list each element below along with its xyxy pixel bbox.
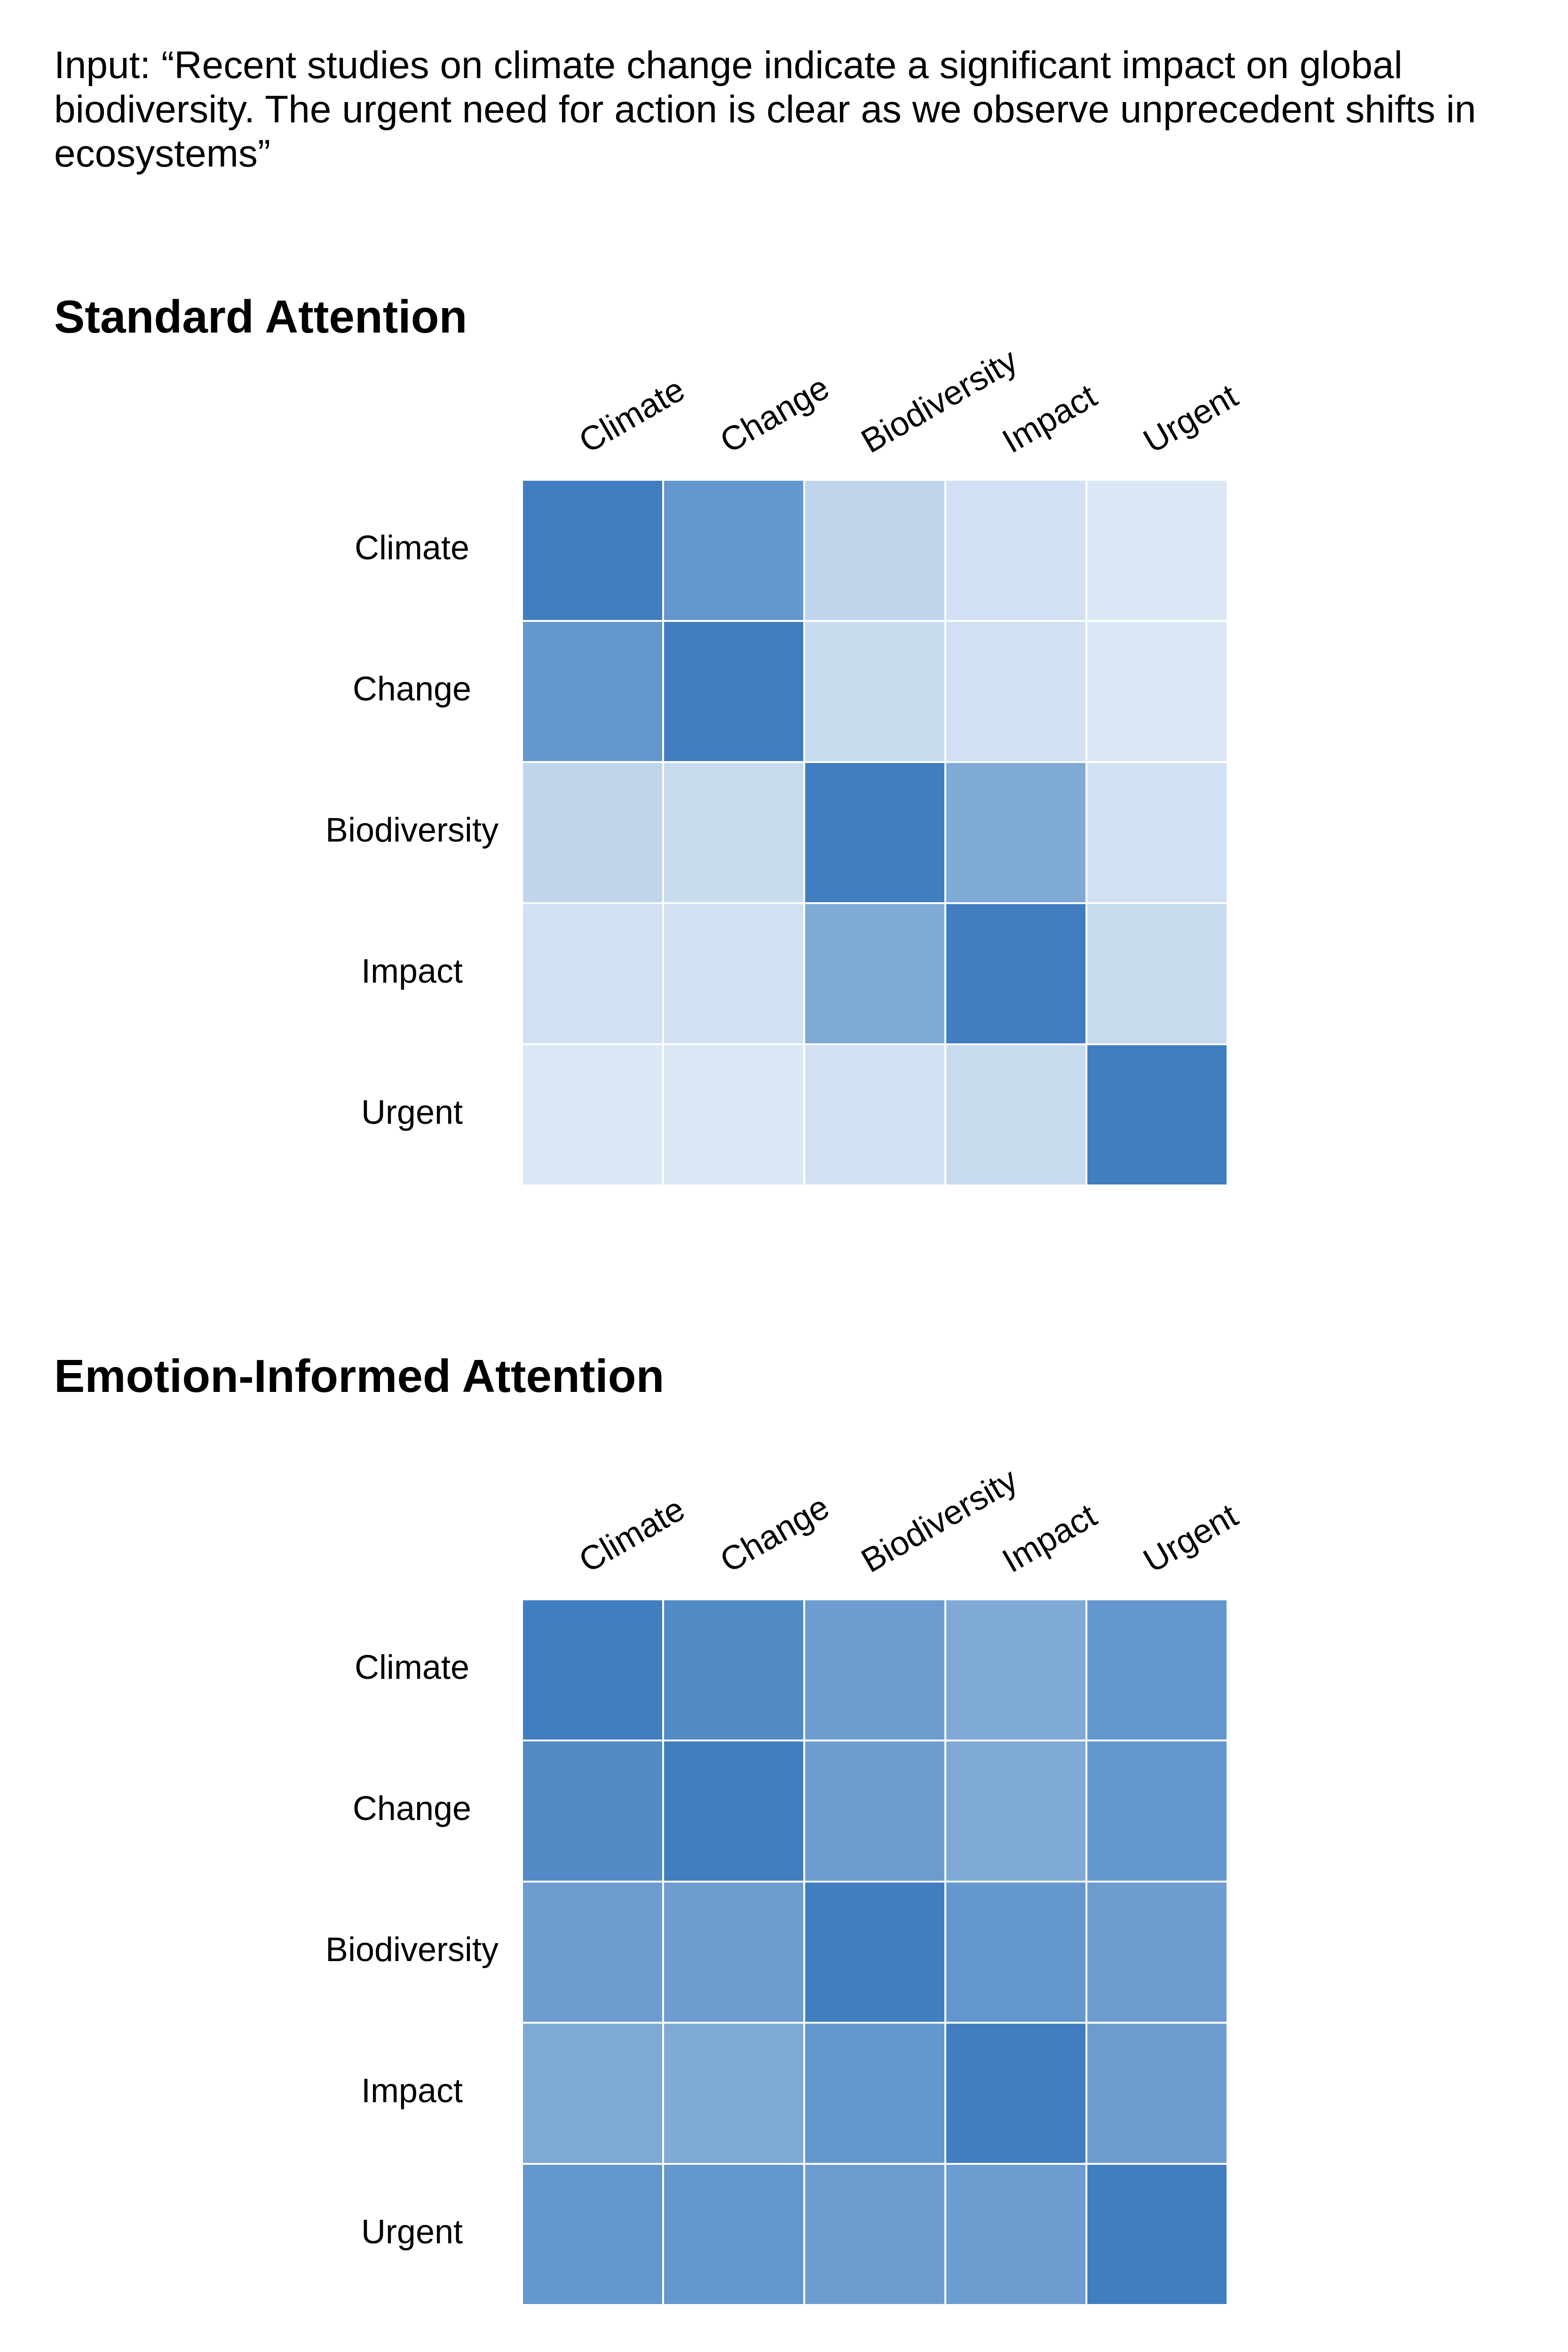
emotion-attention-title: Emotion-Informed Attention	[54, 1350, 665, 1402]
heatmap-cell-impact-impact	[944, 2022, 1087, 2165]
heatmap-cell-impact-change	[662, 902, 805, 1045]
heatmap-cell-climate-urgent	[1085, 1598, 1228, 1741]
heatmap-cell-biodiversity-climate	[521, 761, 664, 904]
y-tick-label: Biodiversity	[325, 811, 499, 849]
heatmap-cell-urgent-change	[662, 2163, 805, 2306]
y-tick-label: Urgent	[361, 1094, 463, 1131]
y-tick-label: Change	[353, 670, 471, 708]
standard-attention-heatmap: ClimateChangeBiodiversityImpactUrgentCli…	[325, 342, 1244, 1186]
heatmap-cell-biodiversity-urgent	[1085, 761, 1228, 904]
heatmap-cell-biodiversity-impact	[944, 761, 1087, 904]
heatmap-cell-change-impact	[944, 1740, 1087, 1883]
heatmap-cell-change-climate	[521, 1740, 664, 1883]
heatmap-cell-impact-climate	[521, 902, 664, 1045]
heatmap-cell-impact-urgent	[1085, 902, 1228, 1045]
heatmap-cell-climate-biodiversity	[803, 479, 946, 622]
x-tick-label: Impact	[996, 377, 1103, 461]
heatmap-cell-urgent-impact	[944, 1043, 1087, 1186]
heatmap-cell-urgent-change	[662, 1043, 805, 1186]
heatmap-cell-change-urgent	[1085, 620, 1228, 763]
heatmap-cell-change-change	[662, 620, 805, 763]
heatmap-cell-urgent-urgent	[1085, 1043, 1228, 1186]
heatmap-cell-urgent-climate	[521, 2163, 664, 2306]
heatmap-cell-climate-urgent	[1085, 479, 1228, 622]
y-tick-label: Change	[353, 1790, 471, 1828]
y-tick-label: Impact	[361, 953, 463, 990]
x-tick-label: Biodiversity	[855, 1461, 1024, 1580]
heatmap-cell-impact-biodiversity	[803, 2022, 946, 2165]
heatmap-cell-change-urgent	[1085, 1740, 1228, 1883]
heatmap-cell-impact-change	[662, 2022, 805, 2165]
heatmap-cell-urgent-urgent	[1085, 2163, 1228, 2306]
heatmap-cell-impact-biodiversity	[803, 902, 946, 1045]
heatmap-cell-change-biodiversity	[803, 1740, 946, 1883]
heatmap-cell-climate-impact	[944, 479, 1087, 622]
heatmap-cell-biodiversity-biodiversity	[803, 761, 946, 904]
heatmap-cell-biodiversity-biodiversity	[803, 1881, 946, 2024]
heatmap-cell-urgent-climate	[521, 1043, 664, 1186]
standard-attention-title: Standard Attention	[54, 291, 467, 342]
heatmap-cell-biodiversity-impact	[944, 1881, 1087, 2024]
emotion-attention-heatmap: ClimateChangeBiodiversityImpactUrgentCli…	[325, 1461, 1244, 2306]
heatmap-cell-change-change	[662, 1740, 805, 1883]
x-tick-label: Biodiversity	[855, 342, 1024, 461]
y-tick-label: Urgent	[361, 2213, 463, 2251]
heatmap-cell-biodiversity-change	[662, 761, 805, 904]
heatmap-cell-change-biodiversity	[803, 620, 946, 763]
x-tick-label: Climate	[573, 371, 691, 461]
y-tick-label: Climate	[355, 1649, 469, 1686]
heatmap-cell-impact-climate	[521, 2022, 664, 2165]
x-tick-label: Impact	[996, 1497, 1103, 1580]
heatmap-cell-urgent-impact	[944, 2163, 1087, 2306]
heatmap-cell-change-climate	[521, 620, 664, 763]
heatmap-cell-biodiversity-urgent	[1085, 1881, 1228, 2024]
heatmap-cell-climate-impact	[944, 1598, 1087, 1741]
x-tick-label: Urgent	[1137, 377, 1244, 461]
heatmap-cell-urgent-biodiversity	[803, 2163, 946, 2306]
heatmap-cell-climate-change	[662, 479, 805, 622]
x-tick-label: Change	[714, 1488, 835, 1580]
heatmap-cell-urgent-biodiversity	[803, 1043, 946, 1186]
heatmap-cell-climate-climate	[521, 1598, 664, 1741]
heatmap-cell-change-impact	[944, 620, 1087, 763]
y-tick-label: Biodiversity	[325, 1931, 499, 1969]
heatmap-cell-biodiversity-change	[662, 1881, 805, 2024]
heatmap-cell-impact-impact	[944, 902, 1087, 1045]
heatmap-cell-climate-climate	[521, 479, 664, 622]
x-tick-label: Urgent	[1137, 1497, 1244, 1580]
heatmap-cell-climate-biodiversity	[803, 1598, 946, 1741]
x-tick-label: Climate	[573, 1490, 691, 1580]
x-tick-label: Change	[714, 368, 835, 460]
heatmap-cell-climate-change	[662, 1598, 805, 1741]
heatmap-cell-biodiversity-climate	[521, 1881, 664, 2024]
heatmap-cell-impact-urgent	[1085, 2022, 1228, 2165]
y-tick-label: Impact	[361, 2072, 463, 2110]
y-tick-label: Climate	[355, 529, 469, 567]
input-sentence: Input: “Recent studies on climate change…	[54, 44, 1476, 175]
